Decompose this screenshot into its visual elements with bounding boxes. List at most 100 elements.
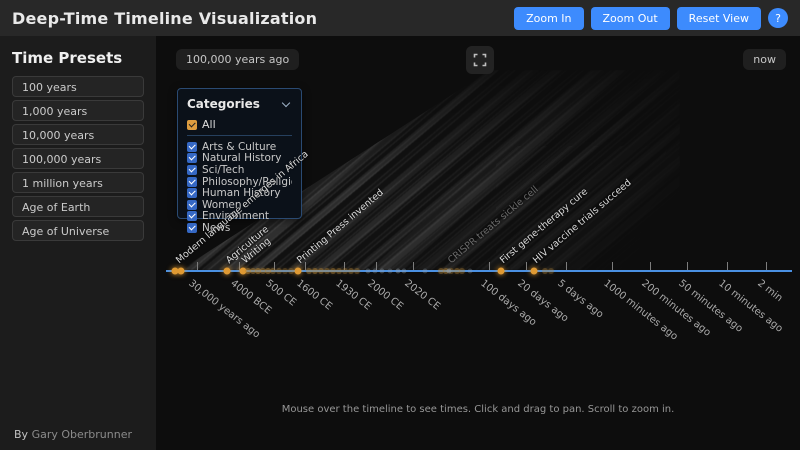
event-dot[interactable] [336,268,342,274]
category-row[interactable]: Arts & Culture [187,141,292,153]
event-dot[interactable] [250,268,256,274]
event-dot[interactable] [265,268,271,274]
event-dot[interactable] [342,268,348,274]
sidebar: Time Presets 100 years 1,000 years 10,00… [0,36,156,450]
preset-button[interactable]: 1,000 years [12,100,144,121]
category-row[interactable]: Women [187,199,292,211]
tick-mark [526,262,527,270]
event-label: Printing Press invented [294,187,386,266]
category-row[interactable]: Sci/Tech [187,164,292,176]
preset-button[interactable]: Age of Universe [12,220,144,241]
category-label: Environment [202,210,270,223]
event-dot[interactable] [459,268,465,274]
event-dot[interactable] [365,268,371,274]
event-dot[interactable] [245,268,251,274]
event-dot[interactable] [446,268,452,274]
event-dot[interactable] [387,268,393,274]
event-dot[interactable] [282,268,288,274]
category-row[interactable]: Natural History [187,153,292,164]
event-dot[interactable] [330,268,336,274]
usage-hint: Mouse over the timeline to see times. Cl… [281,404,675,415]
categories-header[interactable]: Categories [187,97,292,111]
event-dot[interactable] [306,268,312,274]
category-label: Philosophy/Religion/Ethics [202,175,292,188]
category-list: Arts & Culture Natural History Sci/Tech [187,141,292,234]
event-dot[interactable] [443,268,449,274]
event-dot[interactable] [354,268,360,274]
category-all-row[interactable]: All [187,118,292,131]
event-dot[interactable] [401,268,407,274]
checkbox-icon[interactable] [187,153,197,164]
fullscreen-icon [473,53,487,67]
category-row[interactable]: News [187,222,292,234]
attribution-prefix: By [14,428,29,441]
event-label: CRISPR treats sickle cell [445,184,541,266]
event-dot[interactable] [372,268,378,274]
checkbox-icon[interactable] [187,141,197,152]
help-button[interactable]: ? [768,8,788,28]
tick-mark [239,262,240,270]
header-actions: Zoom In Zoom Out Reset View ? [514,6,788,30]
checkbox-icon[interactable] [187,199,197,210]
category-row[interactable]: Environment [187,210,292,223]
fullscreen-button[interactable] [466,46,494,74]
event-dot[interactable] [454,268,460,274]
event-dot[interactable] [255,268,261,274]
event-dot[interactable] [530,267,538,275]
event-dot[interactable] [422,268,428,274]
event-dot[interactable] [177,267,185,275]
tick-mark [766,262,767,270]
tick-mark [344,262,345,270]
categories-title: Categories [187,97,260,111]
category-row[interactable]: Philosophy/Religion/Ethics [187,175,292,188]
event-dot[interactable] [324,268,330,274]
event-dot[interactable] [239,267,247,275]
event-dot[interactable] [276,268,282,274]
zoom-out-button[interactable]: Zoom Out [590,6,670,30]
category-row[interactable]: Human History [187,187,292,199]
event-dot[interactable] [348,268,354,274]
event-layer: Modern language emerges in Africa Agricu… [156,36,800,450]
event-dot[interactable] [223,267,231,275]
preset-button[interactable]: 100,000 years [12,148,144,169]
zoom-in-button[interactable]: Zoom In [514,6,584,30]
checkbox-icon[interactable] [187,164,197,175]
event-dot[interactable] [379,268,385,274]
checkbox-icon[interactable] [187,222,197,233]
event-dot[interactable] [260,268,266,274]
event-dot[interactable] [171,267,179,275]
category-label: Arts & Culture [202,141,277,153]
preset-button[interactable]: 100 years [12,76,144,97]
event-dot[interactable] [318,268,324,274]
header-bar: Deep-Time Timeline Visualization Zoom In… [0,0,800,36]
checkbox-icon[interactable] [187,176,197,187]
tick-mark [727,262,728,270]
timeline-canvas[interactable]: 100,000 years ago now Categories All [156,36,800,450]
preset-button[interactable]: 1 million years [12,172,144,193]
event-dot[interactable] [395,268,401,274]
timeline-axis[interactable] [166,270,792,272]
tick-mark [612,262,613,270]
reset-view-button[interactable]: Reset View [676,6,761,30]
event-dot[interactable] [288,268,294,274]
tick-mark [687,262,688,270]
checkbox-icon[interactable] [187,211,197,222]
category-label: Sci/Tech [202,164,245,176]
preset-button[interactable]: 10,000 years [12,124,144,145]
checkbox-icon[interactable] [187,188,197,199]
event-dot[interactable] [312,268,318,274]
preset-button[interactable]: Age of Earth [12,196,144,217]
event-dot[interactable] [270,268,276,274]
event-dot[interactable] [548,268,554,274]
attribution-name: Gary Oberbrunner [31,428,132,441]
event-dot[interactable] [294,267,302,275]
event-dot[interactable] [497,267,505,275]
checkbox-all-icon[interactable] [187,119,197,130]
event-dot[interactable] [542,268,548,274]
event-dot[interactable] [438,268,444,274]
tick-mark [197,262,198,270]
category-label: Human History [202,187,281,199]
event-dot[interactable] [467,268,473,274]
tick-mark [650,262,651,270]
